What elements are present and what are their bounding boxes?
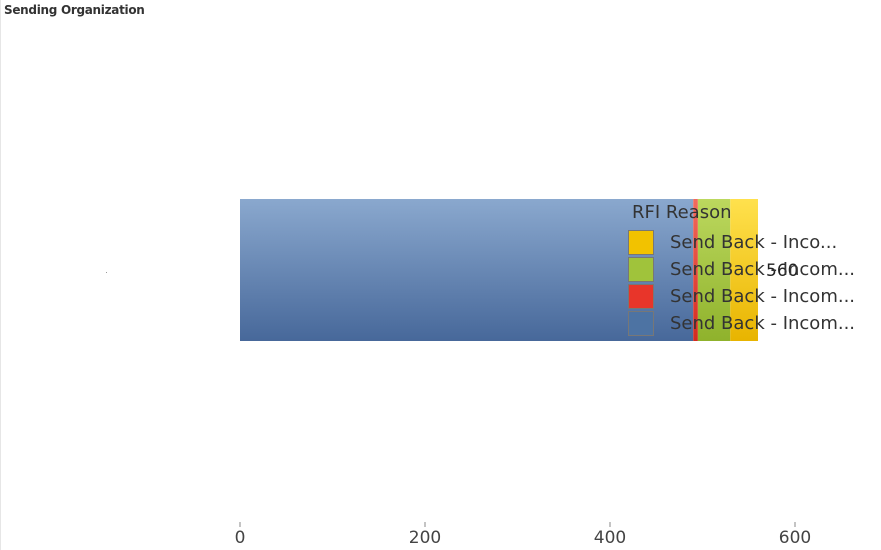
legend-item[interactable]: Send Back - Incom... [628,310,855,337]
total-data-label: 560 [766,261,798,281]
legend-label: Send Back - Inco... [670,232,838,253]
x-tick-label: 200 [409,528,441,548]
x-tick-label: 0 [235,528,246,548]
legend-item[interactable]: Send Back - Inco... [628,229,855,256]
legend-label: Send Back - Incom... [670,286,856,307]
category-axis-marker [106,272,107,273]
bar-segment-4[interactable] [730,199,758,341]
legend-swatch [628,284,654,309]
legend-swatch [628,230,654,255]
x-tick-label: 600 [779,528,811,548]
legend-item[interactable]: Send Back - Incom... [628,256,855,283]
bar-segment-3[interactable] [697,199,731,341]
chart-frame-left-border [0,0,1,550]
legend-swatch [628,257,654,282]
legend-swatch [628,311,654,336]
legend-title: RFI Reason [632,202,732,223]
chart-title: Sending Organization [4,3,145,17]
legend-label: Send Back - Incom... [670,259,856,280]
legend-item[interactable]: Send Back - Incom... [628,283,855,310]
legend-label: Send Back - Incom... [670,313,856,334]
bar-segment-2[interactable] [693,199,698,341]
legend: RFI Reason Send Back - Inco... Send Back … [628,202,855,337]
x-tick-label: 400 [594,528,626,548]
bar-segment-1[interactable] [240,199,694,341]
